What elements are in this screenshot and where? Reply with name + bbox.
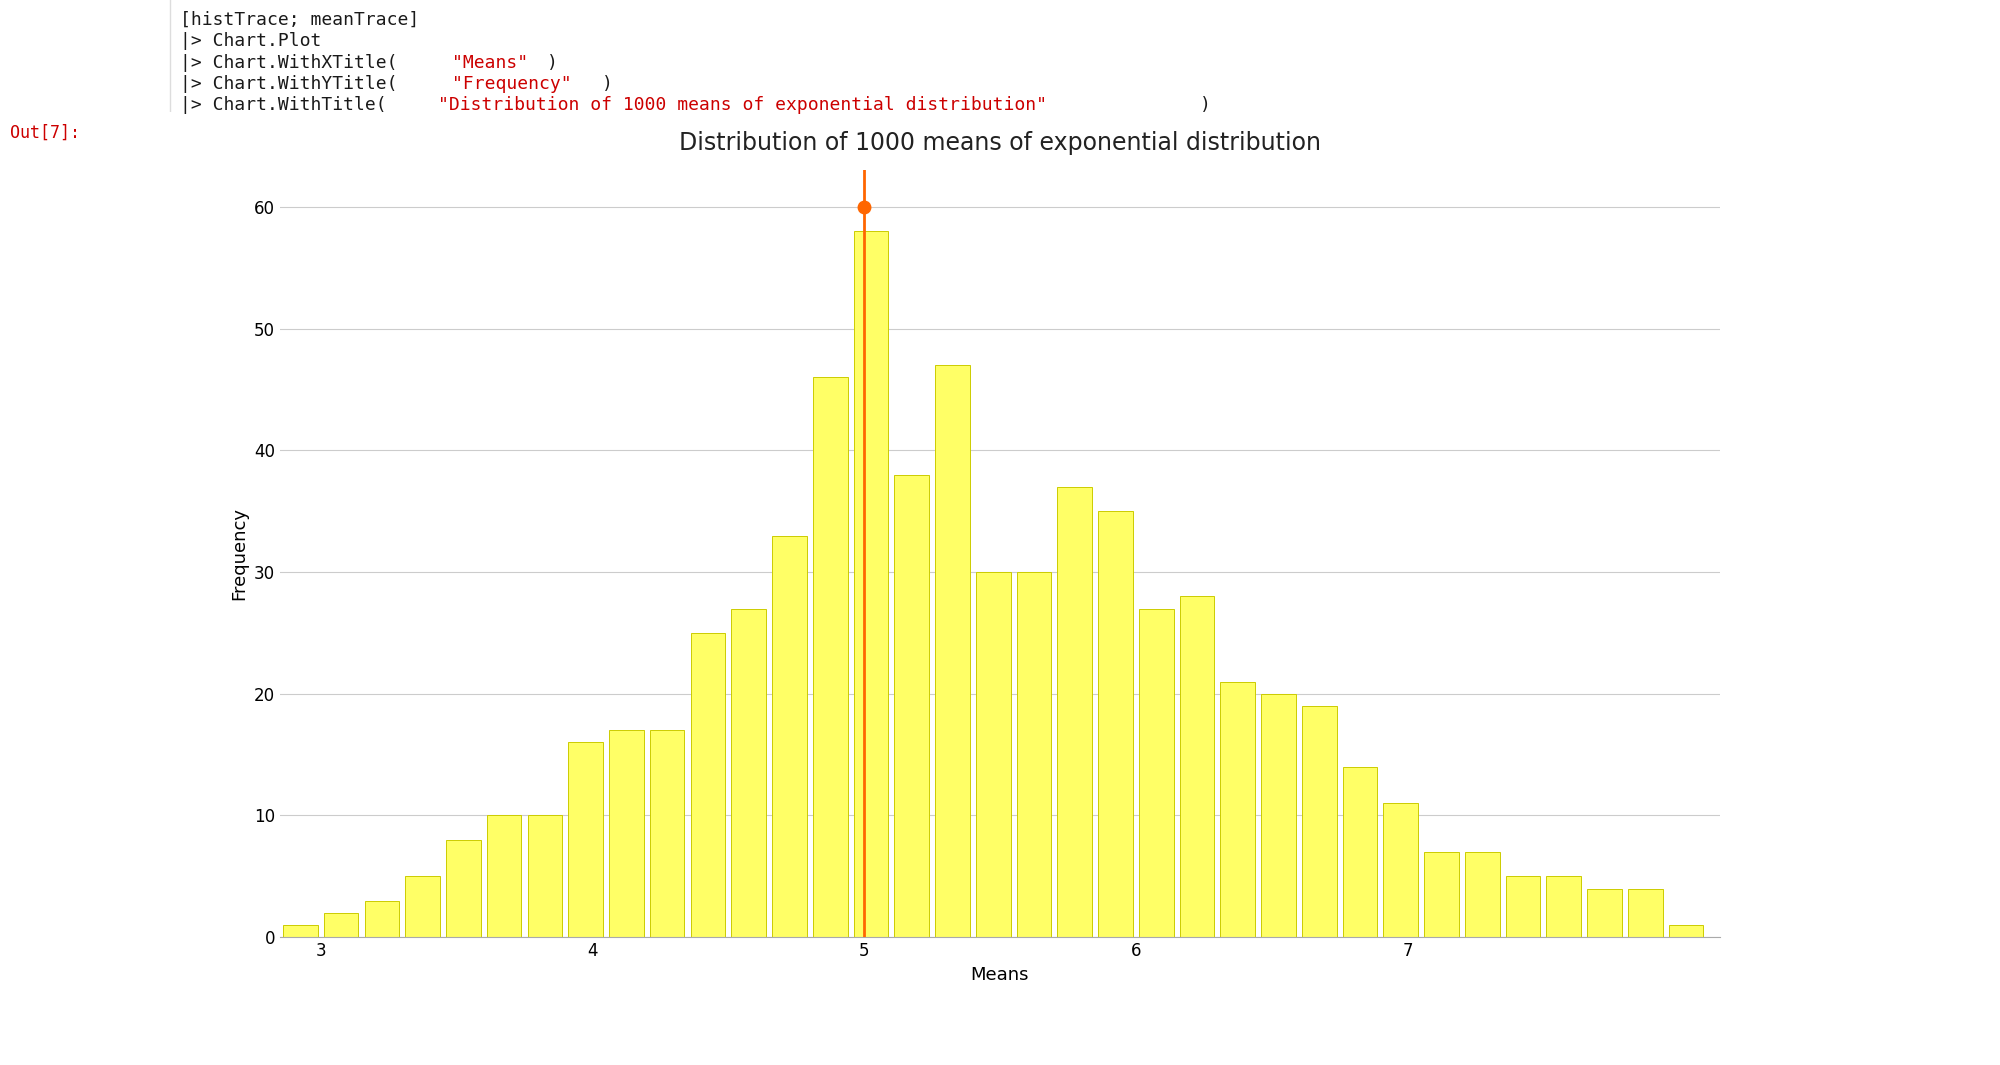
- Bar: [610, 731, 644, 937]
- Bar: [1180, 596, 1214, 937]
- Bar: [1464, 852, 1500, 937]
- Text: |> Chart.WithTitle(: |> Chart.WithTitle(: [180, 96, 386, 114]
- Bar: [894, 475, 930, 937]
- Bar: [1506, 876, 1540, 937]
- Bar: [284, 925, 318, 937]
- Bar: [1098, 511, 1132, 937]
- Bar: [446, 840, 480, 937]
- Bar: [1058, 487, 1092, 937]
- Text: Out[7]:: Out[7]:: [10, 125, 80, 142]
- Bar: [1016, 572, 1052, 937]
- Bar: [568, 742, 602, 937]
- Bar: [772, 536, 806, 937]
- Y-axis label: Frequency: Frequency: [230, 507, 248, 601]
- Bar: [650, 731, 684, 937]
- Text: ): ): [548, 53, 558, 71]
- Bar: [324, 913, 358, 937]
- Bar: [1668, 925, 1704, 937]
- Bar: [976, 572, 1010, 937]
- Bar: [854, 231, 888, 937]
- Bar: [690, 633, 726, 937]
- Text: [histTrace; meanTrace]: [histTrace; meanTrace]: [180, 11, 420, 29]
- Bar: [936, 365, 970, 937]
- Bar: [528, 816, 562, 937]
- Text: ): ): [1200, 96, 1210, 114]
- Bar: [1138, 608, 1174, 937]
- Bar: [1384, 803, 1418, 937]
- Text: ): ): [602, 75, 612, 93]
- Bar: [1424, 852, 1458, 937]
- Text: |> Chart.WithXTitle(: |> Chart.WithXTitle(: [180, 53, 398, 71]
- Bar: [406, 876, 440, 937]
- Bar: [364, 901, 400, 937]
- Text: "Means": "Means": [452, 53, 528, 71]
- Text: "Frequency": "Frequency": [452, 75, 572, 93]
- Text: "Distribution of 1000 means of exponential distribution": "Distribution of 1000 means of exponenti…: [438, 96, 1048, 114]
- Title: Distribution of 1000 means of exponential distribution: Distribution of 1000 means of exponentia…: [680, 131, 1320, 154]
- Bar: [1302, 706, 1336, 937]
- Bar: [732, 608, 766, 937]
- Text: |> Chart.Plot: |> Chart.Plot: [180, 32, 322, 50]
- Bar: [1628, 888, 1662, 937]
- Bar: [812, 377, 848, 937]
- Bar: [1262, 693, 1296, 937]
- Bar: [1342, 767, 1378, 937]
- X-axis label: Means: Means: [970, 966, 1030, 984]
- Text: |> Chart.WithYTitle(: |> Chart.WithYTitle(: [180, 75, 398, 93]
- Bar: [486, 816, 522, 937]
- Bar: [1220, 682, 1256, 937]
- Bar: [1546, 876, 1582, 937]
- Bar: [1588, 888, 1622, 937]
